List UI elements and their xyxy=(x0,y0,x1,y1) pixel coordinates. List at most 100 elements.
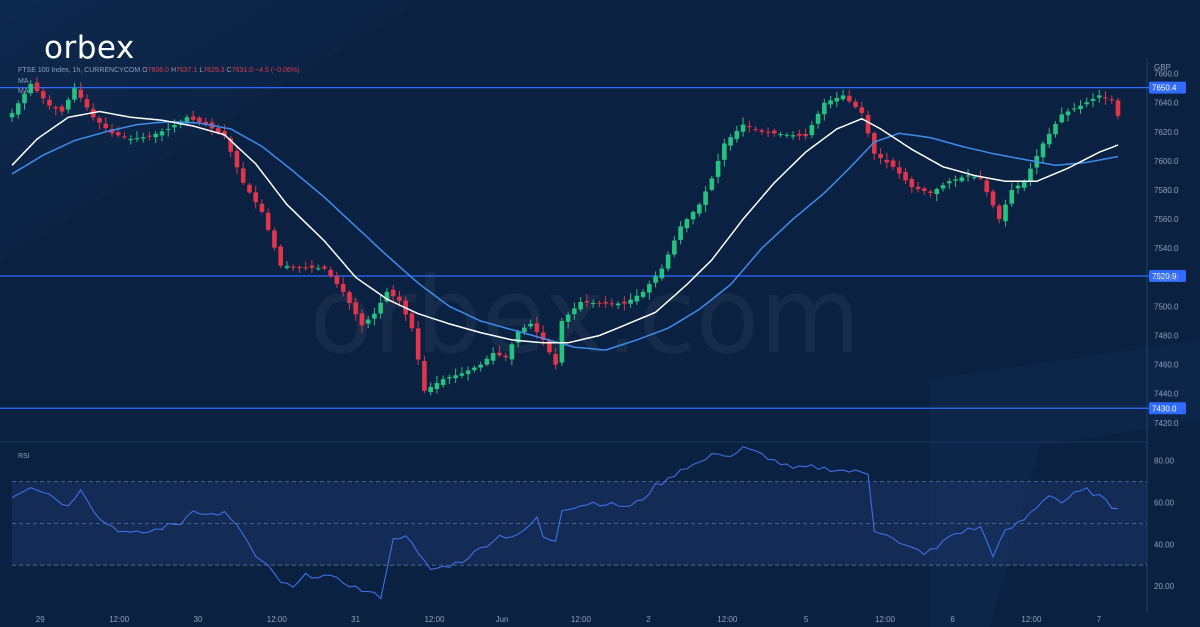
candle-body xyxy=(734,130,740,140)
candle-body xyxy=(603,302,608,304)
candle-body xyxy=(1021,181,1027,188)
candle-body xyxy=(634,295,640,302)
candle-body xyxy=(847,95,852,102)
candle-body xyxy=(440,379,446,386)
candle-body xyxy=(284,266,290,268)
level-lines: 7650.4 7520.9 7430.0 xyxy=(0,81,1186,415)
candle-body xyxy=(222,131,227,137)
candle-body xyxy=(528,323,533,327)
moving-averages xyxy=(11,110,1119,351)
time-tick-label: 31 xyxy=(351,615,360,624)
candle-body xyxy=(522,327,527,333)
candle-body xyxy=(953,179,958,181)
candle-body xyxy=(478,364,483,368)
level-tag xyxy=(1149,402,1186,415)
candle-body xyxy=(834,97,840,102)
candle-body xyxy=(472,367,477,371)
candle-body xyxy=(247,184,252,193)
candle-body xyxy=(190,116,196,120)
change-value: −4.5 (−0.06%) xyxy=(255,67,300,74)
candle-body xyxy=(597,302,602,304)
time-tick-label: 12:00 xyxy=(109,615,130,624)
candle-body xyxy=(97,117,102,123)
orbex-logo: orbex xyxy=(44,30,135,66)
low-label: L xyxy=(199,67,204,74)
candle-body xyxy=(622,301,627,304)
candle-body xyxy=(240,168,246,183)
time-tick-label: 5 xyxy=(804,615,809,624)
level-tag-label: 7430.0 xyxy=(1152,404,1177,413)
candle-body xyxy=(559,320,565,363)
time-tick-label: 12:00 xyxy=(717,615,738,624)
candles xyxy=(9,77,1121,396)
time-tick-label: 12:00 xyxy=(571,615,592,624)
price-tick-label: 7540.0 xyxy=(1154,244,1179,253)
candle-body xyxy=(697,204,702,214)
candle-body xyxy=(53,107,59,109)
candle-body xyxy=(334,275,340,285)
candle-body xyxy=(540,332,546,340)
time-axis: 29 12:00 30 12:00 31 12:00 Jun 12:00 2 12:00 5 12:0… xyxy=(36,615,1102,624)
price-tick-label: 7440.0 xyxy=(1154,390,1179,399)
candle-body xyxy=(353,302,358,315)
candle-body xyxy=(9,112,15,118)
candle-body xyxy=(934,189,940,195)
candle-body xyxy=(590,303,596,305)
time-tick-label: 2 xyxy=(646,615,651,624)
rsi-tick-label: 40.00 xyxy=(1154,540,1175,549)
instrument-name: FTSE 100 Index, 1h, CURRENCYCOM xyxy=(18,67,141,74)
price-axis: GBP7420.07440.07460.07480.07500.07520.07… xyxy=(1154,63,1179,591)
candle-body xyxy=(940,185,946,189)
candle-body xyxy=(15,103,21,115)
candle-body xyxy=(1015,185,1021,189)
candle-body xyxy=(184,117,190,122)
candle-body xyxy=(347,292,352,304)
time-tick-label: 6 xyxy=(950,615,955,624)
candle-body xyxy=(1003,204,1008,222)
candle-body xyxy=(365,319,371,324)
candle-body xyxy=(390,289,396,297)
candle-body xyxy=(584,301,590,303)
watermark-text: orbex.com xyxy=(309,255,860,377)
candle-body xyxy=(1059,114,1065,123)
candle-body xyxy=(165,128,171,130)
candle-body xyxy=(971,176,977,178)
candle-body xyxy=(653,276,658,283)
rsi-panel xyxy=(11,446,1147,600)
candle-body xyxy=(84,99,90,108)
candle-body xyxy=(822,102,827,115)
candle-body xyxy=(465,370,471,375)
candle-body xyxy=(628,299,633,304)
time-tick-label: 12:00 xyxy=(875,615,896,624)
high-label: H xyxy=(170,67,176,74)
low-value: 7625.3 xyxy=(203,67,225,74)
candle-body xyxy=(803,134,808,137)
price-tick-label: 7660.0 xyxy=(1154,70,1179,79)
candle-body xyxy=(515,331,521,343)
candle-body xyxy=(1009,190,1015,204)
candle-body xyxy=(384,291,390,302)
candle-body xyxy=(778,134,783,136)
level-tag xyxy=(1149,81,1186,94)
candle-body xyxy=(59,106,65,112)
candle-body xyxy=(128,139,134,141)
candle-body xyxy=(790,135,796,137)
candle-body xyxy=(815,113,821,124)
candle-body xyxy=(1065,111,1071,116)
time-tick-label: 7 xyxy=(1097,615,1102,624)
candle-body xyxy=(1084,102,1090,105)
candle-body xyxy=(996,205,1002,220)
candle-body xyxy=(740,124,746,132)
candle-body xyxy=(147,135,152,137)
candle-body xyxy=(309,265,315,268)
price-tick-label: 7640.0 xyxy=(1154,99,1179,108)
candle-body xyxy=(1040,143,1046,158)
candle-body xyxy=(1078,105,1083,110)
candle-body xyxy=(265,212,271,230)
close-value: 7631.0 xyxy=(231,67,254,74)
candle-body xyxy=(422,361,427,391)
candle-body xyxy=(747,126,752,128)
candle-body xyxy=(1090,98,1096,101)
candle-body xyxy=(428,386,433,393)
